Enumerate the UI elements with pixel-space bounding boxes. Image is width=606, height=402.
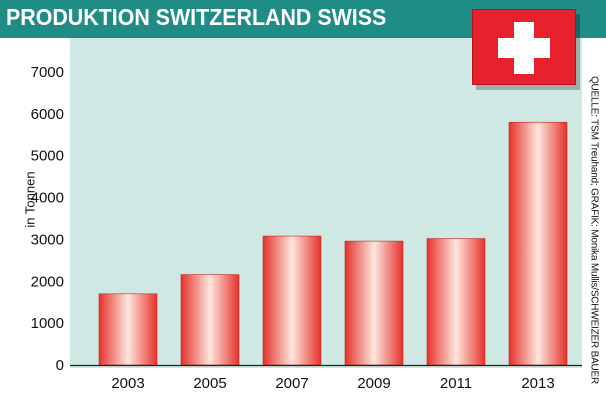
x-tick-label-2005: 2005 [193, 375, 226, 392]
chart-title: PRODUKTION SWITZERLAND SWISS [6, 4, 387, 30]
y-tick-label-5000: 5000 [31, 148, 64, 165]
x-tick-label-2013: 2013 [521, 375, 554, 392]
bar-2011 [426, 238, 486, 366]
y-tick-label-4000: 4000 [31, 190, 64, 207]
y-tick-label-6000: 6000 [31, 106, 64, 123]
y-tick-label-2000: 2000 [31, 273, 64, 290]
bar-2007 [262, 235, 322, 366]
y-tick-label-0: 0 [56, 357, 64, 374]
y-axis-ticks: 0 1000 2000 3000 4000 5000 6000 7000 [31, 64, 64, 374]
x-axis-ticks: 2003 2005 2007 2009 2011 2013 [111, 375, 554, 392]
y-tick-label-1000: 1000 [31, 315, 64, 332]
x-tick-label-2011: 2011 [440, 375, 472, 392]
bar-2009 [344, 240, 404, 366]
x-tick-label-2003: 2003 [111, 375, 144, 392]
bar-2003 [98, 293, 158, 366]
y-tick-label-7000: 7000 [31, 64, 64, 81]
bar-2005 [180, 274, 240, 366]
flag-cross-horizontal [498, 38, 550, 58]
x-tick-label-2007: 2007 [275, 375, 308, 392]
swiss-flag-icon [472, 9, 576, 85]
x-tick-label-2009: 2009 [357, 375, 390, 392]
source-note: QUELLE: TSM Treuhand; GRAFIK: Monika Mul… [588, 75, 600, 385]
y-tick-label-3000: 3000 [31, 231, 64, 248]
bar-2013 [508, 121, 568, 366]
bars [98, 121, 568, 366]
